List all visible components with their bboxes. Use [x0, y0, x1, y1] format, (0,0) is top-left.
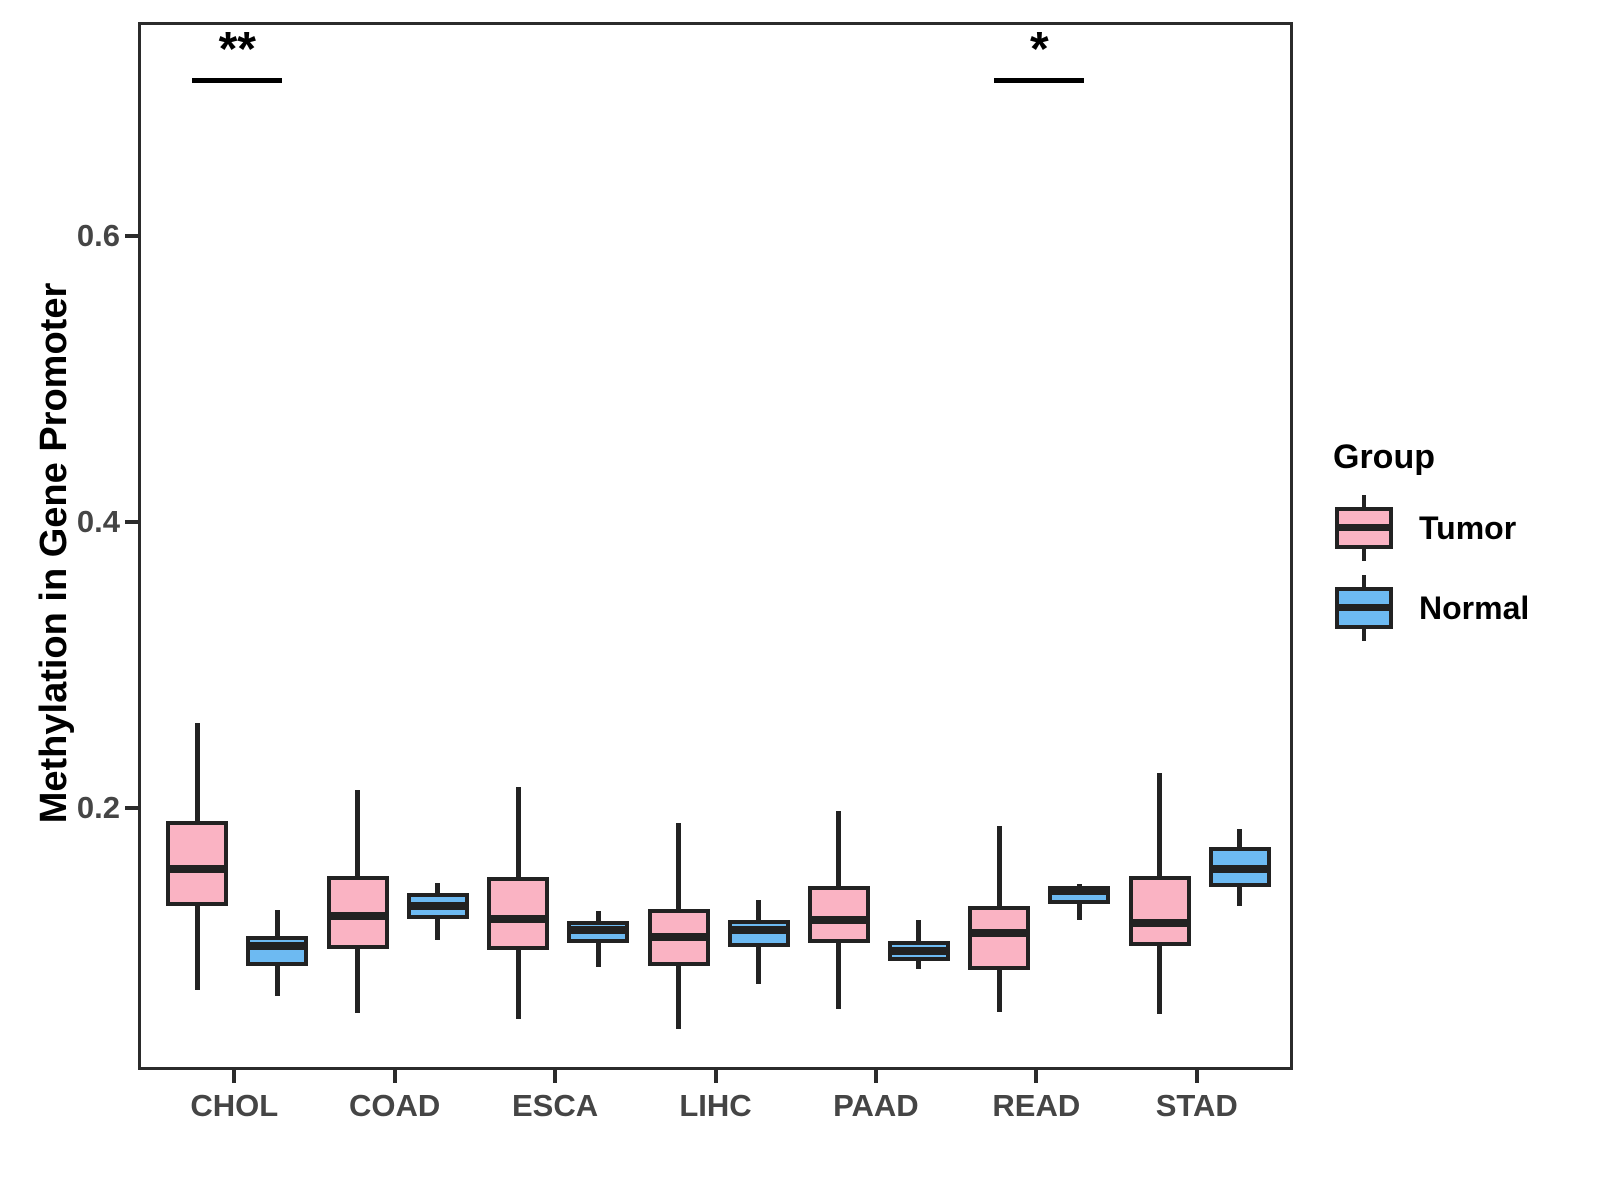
- y-tick-label: 0.2: [76, 790, 120, 826]
- median-line-READ-normal: [1048, 887, 1111, 896]
- box-PAAD-tumor: [807, 885, 870, 943]
- median-line-LIHC-tumor: [647, 933, 710, 942]
- x-tick: [553, 1070, 558, 1083]
- x-tick: [232, 1070, 237, 1083]
- median-line-READ-tumor: [968, 928, 1031, 937]
- plot-panel: ** *: [138, 22, 1293, 1070]
- median-line-PAAD-normal: [887, 947, 950, 956]
- legend-key-median: [1335, 524, 1393, 531]
- y-axis-title: Methylation in Gene Promoter: [33, 282, 75, 824]
- median-line-CHOL-normal: [246, 941, 309, 950]
- y-tick: [125, 520, 138, 525]
- x-tick-label: LIHC: [679, 1088, 752, 1123]
- x-tick-label: COAD: [349, 1088, 441, 1123]
- box-ESCA-tumor: [487, 877, 550, 951]
- x-tick-label: ESCA: [512, 1088, 599, 1123]
- x-tick-label: STAD: [1155, 1088, 1238, 1123]
- significance-label-read: *: [1029, 22, 1049, 76]
- median-line-LIHC-normal: [727, 926, 790, 935]
- legend-key-tumor-icon: [1335, 495, 1393, 561]
- x-tick-label: READ: [992, 1088, 1081, 1123]
- x-tick-label: CHOL: [190, 1088, 279, 1123]
- median-line-STAD-normal: [1208, 864, 1271, 873]
- legend-label-tumor: Tumor: [1419, 509, 1517, 546]
- x-tick: [713, 1070, 718, 1083]
- legend-key-whisker-bottom: [1362, 629, 1366, 641]
- median-line-ESCA-tumor: [487, 914, 550, 923]
- box-CHOL-normal: [246, 935, 309, 966]
- legend-key-whisker-bottom: [1362, 549, 1366, 561]
- box-CHOL-tumor: [166, 821, 229, 906]
- x-tick: [873, 1070, 878, 1083]
- median-line-CHOL-tumor: [166, 864, 229, 873]
- box-READ-tumor: [968, 905, 1031, 971]
- legend-label-normal: Normal: [1419, 589, 1530, 626]
- x-tick: [392, 1070, 397, 1083]
- legend-key-normal-icon: [1335, 575, 1393, 641]
- y-tick: [125, 234, 138, 239]
- median-line-COAD-normal: [406, 901, 469, 910]
- box-STAD-tumor: [1128, 875, 1191, 946]
- legend-key-median: [1335, 604, 1393, 611]
- y-tick-label: 0.6: [76, 218, 120, 254]
- x-tick-label: PAAD: [833, 1088, 919, 1123]
- legend: Group Tumor Normal: [1333, 438, 1529, 655]
- median-line-ESCA-normal: [567, 926, 630, 935]
- median-line-COAD-tumor: [326, 911, 389, 920]
- median-line-PAAD-tumor: [807, 916, 870, 925]
- significance-line-read: [994, 77, 1085, 83]
- legend-items: Tumor Normal: [1333, 495, 1529, 641]
- significance-line-chol: [192, 77, 283, 83]
- x-tick: [1034, 1070, 1039, 1083]
- legend-item-normal: Normal: [1335, 575, 1529, 641]
- median-line-STAD-tumor: [1128, 918, 1191, 927]
- y-tick: [125, 806, 138, 811]
- legend-key-whisker-top: [1362, 495, 1366, 507]
- legend-item-tumor: Tumor: [1335, 495, 1529, 561]
- legend-title: Group: [1333, 438, 1435, 476]
- significance-label-chol: **: [218, 22, 256, 76]
- legend-key-whisker-top: [1362, 575, 1366, 587]
- x-tick: [1194, 1070, 1199, 1083]
- y-tick-label: 0.4: [76, 504, 120, 540]
